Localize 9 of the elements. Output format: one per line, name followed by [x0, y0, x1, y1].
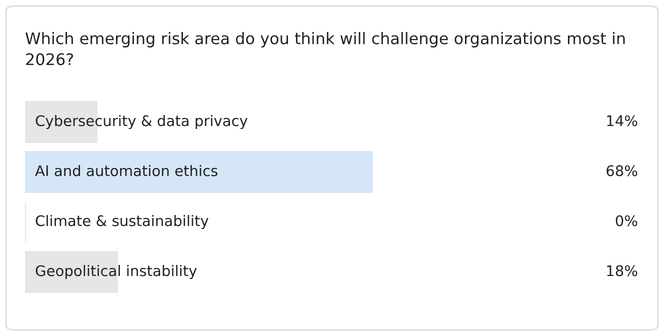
data-label: 68% — [606, 165, 638, 176]
y-tick-label: Geopolitical instability — [36, 264, 197, 280]
chart-title: Which emerging risk area do you think will challenge organizations most in 2026? — [26, 32, 625, 66]
y-tick-label: Cybersecurity & data privacy — [36, 114, 248, 130]
data-label: 14% — [607, 115, 638, 126]
y-tick-label: AI and automation ethics — [35, 164, 218, 176]
data-label: 18% — [607, 265, 638, 276]
data-label: 0% — [616, 215, 638, 226]
y-tick-label: Climate & sustainability — [36, 214, 208, 230]
